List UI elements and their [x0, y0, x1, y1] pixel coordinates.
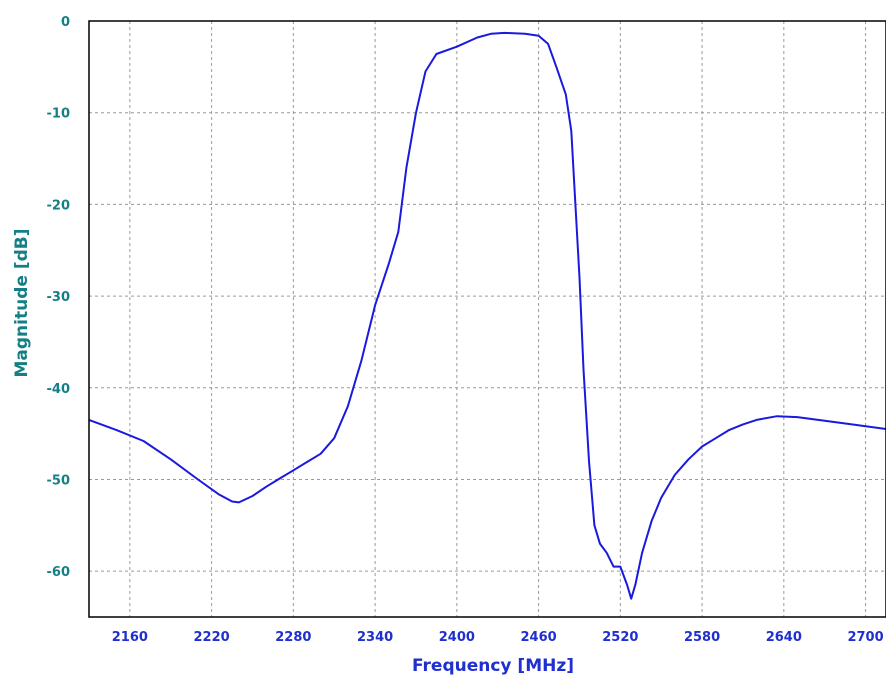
x-tick-label: 2580 [684, 630, 720, 645]
y-tick-label: -30 [47, 290, 71, 305]
y-tick-label: 0 [61, 15, 70, 30]
y-axis-ticks: 0 -10 -20 -30 -40 -50 -60 [47, 15, 71, 580]
x-tick-label: 2160 [112, 630, 148, 645]
x-tick-label: 2280 [275, 630, 311, 645]
x-tick-label: 2400 [439, 630, 475, 645]
plot-frame [88, 20, 886, 618]
y-tick-label: -50 [47, 473, 71, 488]
series-line [88, 31, 886, 600]
x-tick-label: 2700 [847, 630, 883, 645]
x-tick-label: 2340 [357, 630, 393, 645]
y-tick-label: -10 [47, 107, 71, 122]
x-axis-ticks: 2160 2220 2280 2340 2400 2460 2520 2580 2640 2700 [112, 630, 884, 645]
x-tick-label: 2460 [520, 630, 556, 645]
y-axis-label: Magnitude [dB] [12, 229, 32, 378]
y-tick-label: -20 [47, 198, 71, 213]
y-tick-label: -40 [47, 382, 71, 397]
x-tick-label: 2640 [766, 630, 802, 645]
y-tick-label: -60 [47, 565, 71, 580]
plot-area [88, 31, 886, 600]
grid-lines [89, 21, 886, 617]
x-axis-label: Frequency [MHz] [412, 656, 574, 676]
x-tick-label: 2220 [194, 630, 230, 645]
x-tick-label: 2520 [602, 630, 638, 645]
